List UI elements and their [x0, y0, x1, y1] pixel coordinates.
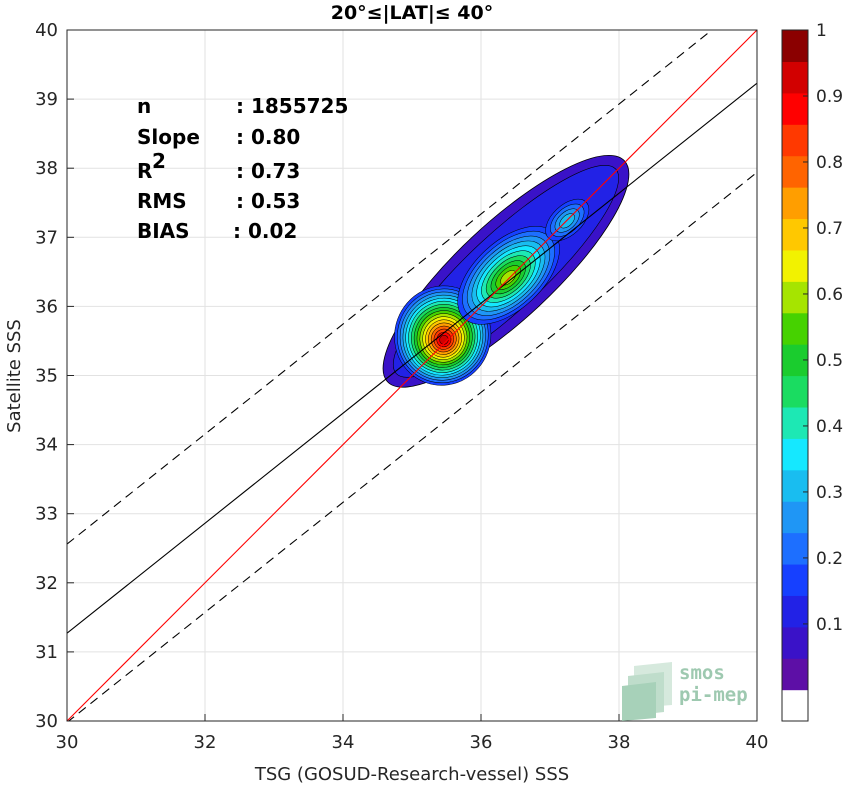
stat-label: R: [137, 159, 152, 183]
smos-pi-mep-logo: smos pi-mep: [622, 662, 748, 721]
stat-label: n: [137, 94, 151, 118]
stat-value: : 0.73: [236, 159, 300, 183]
y-tick-label: 38: [35, 158, 58, 179]
colorbar-swatch: [782, 595, 808, 628]
y-tick-label: 34: [35, 435, 58, 456]
y-tick-label: 31: [35, 642, 58, 663]
stat-value: : 0.80: [236, 125, 300, 149]
logo-emblem-icon: [622, 662, 672, 721]
stat-value: : 1855725: [236, 94, 348, 118]
colorbar-swatch: [782, 501, 808, 534]
y-tick-label: 32: [35, 573, 58, 594]
colorbar-swatch: [782, 187, 808, 220]
x-tick-label: 32: [194, 732, 217, 753]
colorbar-tick-label: 0.6: [816, 285, 843, 305]
colorbar-tick-label: 0.9: [816, 87, 843, 107]
y-tick-label: 40: [35, 20, 58, 41]
stat-label: BIAS: [137, 219, 190, 243]
colorbar-swatch: [782, 626, 808, 659]
colorbar-swatch: [782, 155, 808, 188]
colorbar-swatch: [782, 532, 808, 565]
y-axis-ticks: 30 31 32 33 34 35 36 37 38 39 40: [35, 20, 74, 732]
identity-line: [67, 30, 757, 721]
colorbar-swatch: [782, 563, 808, 596]
colorbar-swatch: [782, 249, 808, 282]
grid: [66, 29, 758, 722]
colorbar-swatch: [782, 406, 808, 439]
colorbar-swatch: [782, 281, 808, 314]
colorbar-tick-label: 0.4: [816, 417, 843, 437]
colorbar-swatch: [782, 375, 808, 408]
y-tick-label: 36: [35, 296, 58, 317]
colorbar-swatch: [782, 469, 808, 502]
colorbar-tick-label: 0.5: [816, 351, 843, 371]
x-tick-label: 38: [608, 732, 631, 753]
upper-bound-line: [67, 30, 713, 545]
colorbar-swatch: [782, 689, 808, 722]
y-tick-label: 30: [35, 711, 58, 732]
stats-box: n : 1855725 Slope : 0.80 R 2 : 0.73 RMS : 0.53 BI…: [137, 94, 348, 243]
density-peak-second: [500, 270, 517, 286]
x-tick-label: 40: [746, 732, 769, 753]
x-tick-label: 30: [56, 732, 79, 753]
y-tick-label: 37: [35, 227, 58, 248]
colorbar-swatch: [782, 61, 808, 94]
chart-title: 20°≤|LAT|≤ 40°: [331, 2, 494, 24]
colorbar-swatch: [782, 438, 808, 471]
logo-line2: pi-mep: [679, 684, 748, 706]
x-tick-label: 36: [470, 732, 493, 753]
colorbar: 0.1 0.2 0.3 0.4 0.5 0.6 0.7 0.8 0.9 1: [781, 21, 843, 722]
stat-label: RMS: [137, 189, 187, 213]
colorbar-tick-label: 0.2: [816, 549, 843, 569]
colorbar-frame: [781, 29, 809, 722]
y-tick-label: 35: [35, 366, 58, 387]
colorbar-swatch: [782, 658, 808, 691]
stat-value: : 0.02: [233, 219, 297, 243]
fit-line: [67, 82, 757, 634]
logo-line1: smos: [679, 662, 725, 684]
colorbar-tick-label: 0.7: [816, 219, 843, 239]
colorbar-tick-label: 0.8: [816, 153, 843, 173]
colorbar-swatch: [782, 218, 808, 251]
colorbar-tick-label: 0.1: [816, 615, 843, 635]
y-tick-label: 33: [35, 504, 58, 525]
colorbar-swatch: [782, 312, 808, 345]
colorbar-swatch: [782, 30, 808, 63]
x-axis-ticks: 30 32 34 36 38 40: [56, 714, 769, 753]
stat-value: : 0.53: [236, 189, 300, 213]
y-axis-label: Satellite SSS: [4, 319, 25, 433]
lower-bound-line: [67, 171, 757, 721]
colorbar-swatch: [782, 124, 808, 157]
colorbar-tick-label: 1: [816, 21, 827, 41]
stat-label: Slope: [137, 125, 200, 149]
x-tick-label: 34: [332, 732, 355, 753]
x-axis-label: TSG (GOSUD-Research-vessel) SSS: [254, 764, 569, 785]
colorbar-tick-label: 0.3: [816, 483, 843, 503]
y-tick-label: 39: [35, 89, 58, 110]
colorbar-swatch: [782, 92, 808, 125]
regression-lines: [67, 30, 757, 721]
stat-superscript: 2: [152, 149, 166, 173]
